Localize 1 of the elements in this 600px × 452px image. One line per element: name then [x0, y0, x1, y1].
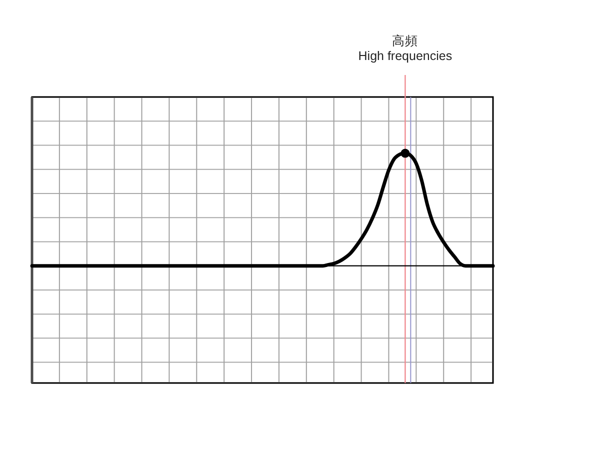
- annotation: 高頻 High frequencies: [358, 34, 452, 384]
